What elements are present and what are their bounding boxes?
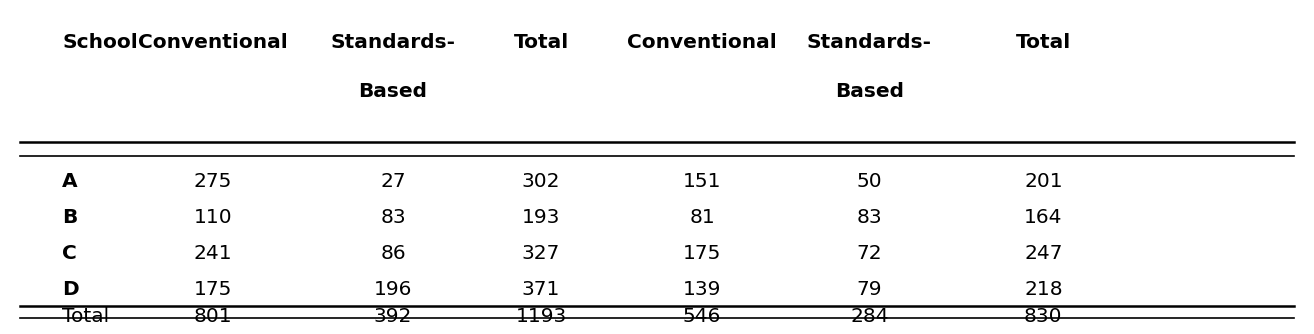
- Text: 275: 275: [193, 172, 233, 191]
- Text: 79: 79: [857, 280, 882, 299]
- Text: 27: 27: [380, 172, 406, 191]
- Text: 83: 83: [857, 208, 882, 227]
- Text: 72: 72: [857, 244, 882, 263]
- Text: 302: 302: [522, 172, 560, 191]
- Text: B: B: [62, 208, 78, 227]
- Text: 327: 327: [522, 244, 560, 263]
- Text: 151: 151: [683, 172, 721, 191]
- Text: Conventional: Conventional: [138, 33, 288, 52]
- Text: Standards-: Standards-: [807, 33, 932, 52]
- Text: 241: 241: [193, 244, 233, 263]
- Text: 110: 110: [193, 208, 233, 227]
- Text: 83: 83: [380, 208, 406, 227]
- Text: Standards-: Standards-: [331, 33, 456, 52]
- Text: A: A: [62, 172, 78, 191]
- Text: Based: Based: [359, 82, 427, 101]
- Text: 546: 546: [683, 307, 721, 326]
- Text: School: School: [62, 33, 138, 52]
- Text: 201: 201: [1024, 172, 1063, 191]
- Text: 801: 801: [193, 307, 233, 326]
- Text: 284: 284: [850, 307, 888, 326]
- Text: 193: 193: [522, 208, 560, 227]
- Text: 196: 196: [373, 280, 413, 299]
- Text: C: C: [62, 244, 76, 263]
- Text: 371: 371: [522, 280, 560, 299]
- Text: 86: 86: [380, 244, 406, 263]
- Text: Total: Total: [514, 33, 569, 52]
- Text: 81: 81: [690, 208, 715, 227]
- Text: 1193: 1193: [515, 307, 566, 326]
- Text: 392: 392: [373, 307, 413, 326]
- Text: 164: 164: [1024, 208, 1063, 227]
- Text: 139: 139: [683, 280, 721, 299]
- Text: 175: 175: [193, 280, 233, 299]
- Text: 247: 247: [1024, 244, 1063, 263]
- Text: D: D: [62, 280, 79, 299]
- Text: 50: 50: [857, 172, 882, 191]
- Text: Conventional: Conventional: [627, 33, 777, 52]
- Text: Total: Total: [62, 307, 109, 326]
- Text: Total: Total: [1016, 33, 1071, 52]
- Text: 175: 175: [683, 244, 721, 263]
- Text: 830: 830: [1024, 307, 1063, 326]
- Text: 218: 218: [1024, 280, 1063, 299]
- Text: Based: Based: [834, 82, 904, 101]
